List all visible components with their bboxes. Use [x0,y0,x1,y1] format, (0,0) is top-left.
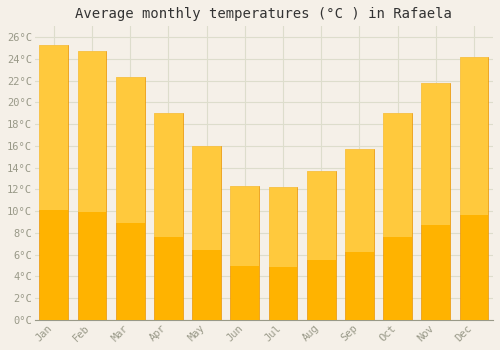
Bar [307,171,336,260]
Title: Average monthly temperatures (°C ) in Rafaela: Average monthly temperatures (°C ) in Ra… [76,7,452,21]
Bar [192,146,221,250]
Bar [268,187,298,267]
Bar [422,83,450,320]
Bar [154,113,182,320]
Bar [307,171,336,320]
Bar [460,57,488,320]
Bar [345,149,374,252]
Bar [345,149,374,320]
Bar [422,83,450,225]
Bar [268,187,298,320]
Bar [192,146,221,320]
Bar [40,45,68,320]
Bar [78,51,106,212]
Bar [116,77,144,223]
Bar [230,186,259,320]
Bar [78,51,106,320]
Bar [383,113,412,237]
Bar [40,45,68,210]
Bar [116,77,144,320]
Bar [383,113,412,320]
Bar [230,186,259,266]
Bar [154,113,182,237]
Bar [460,57,488,215]
